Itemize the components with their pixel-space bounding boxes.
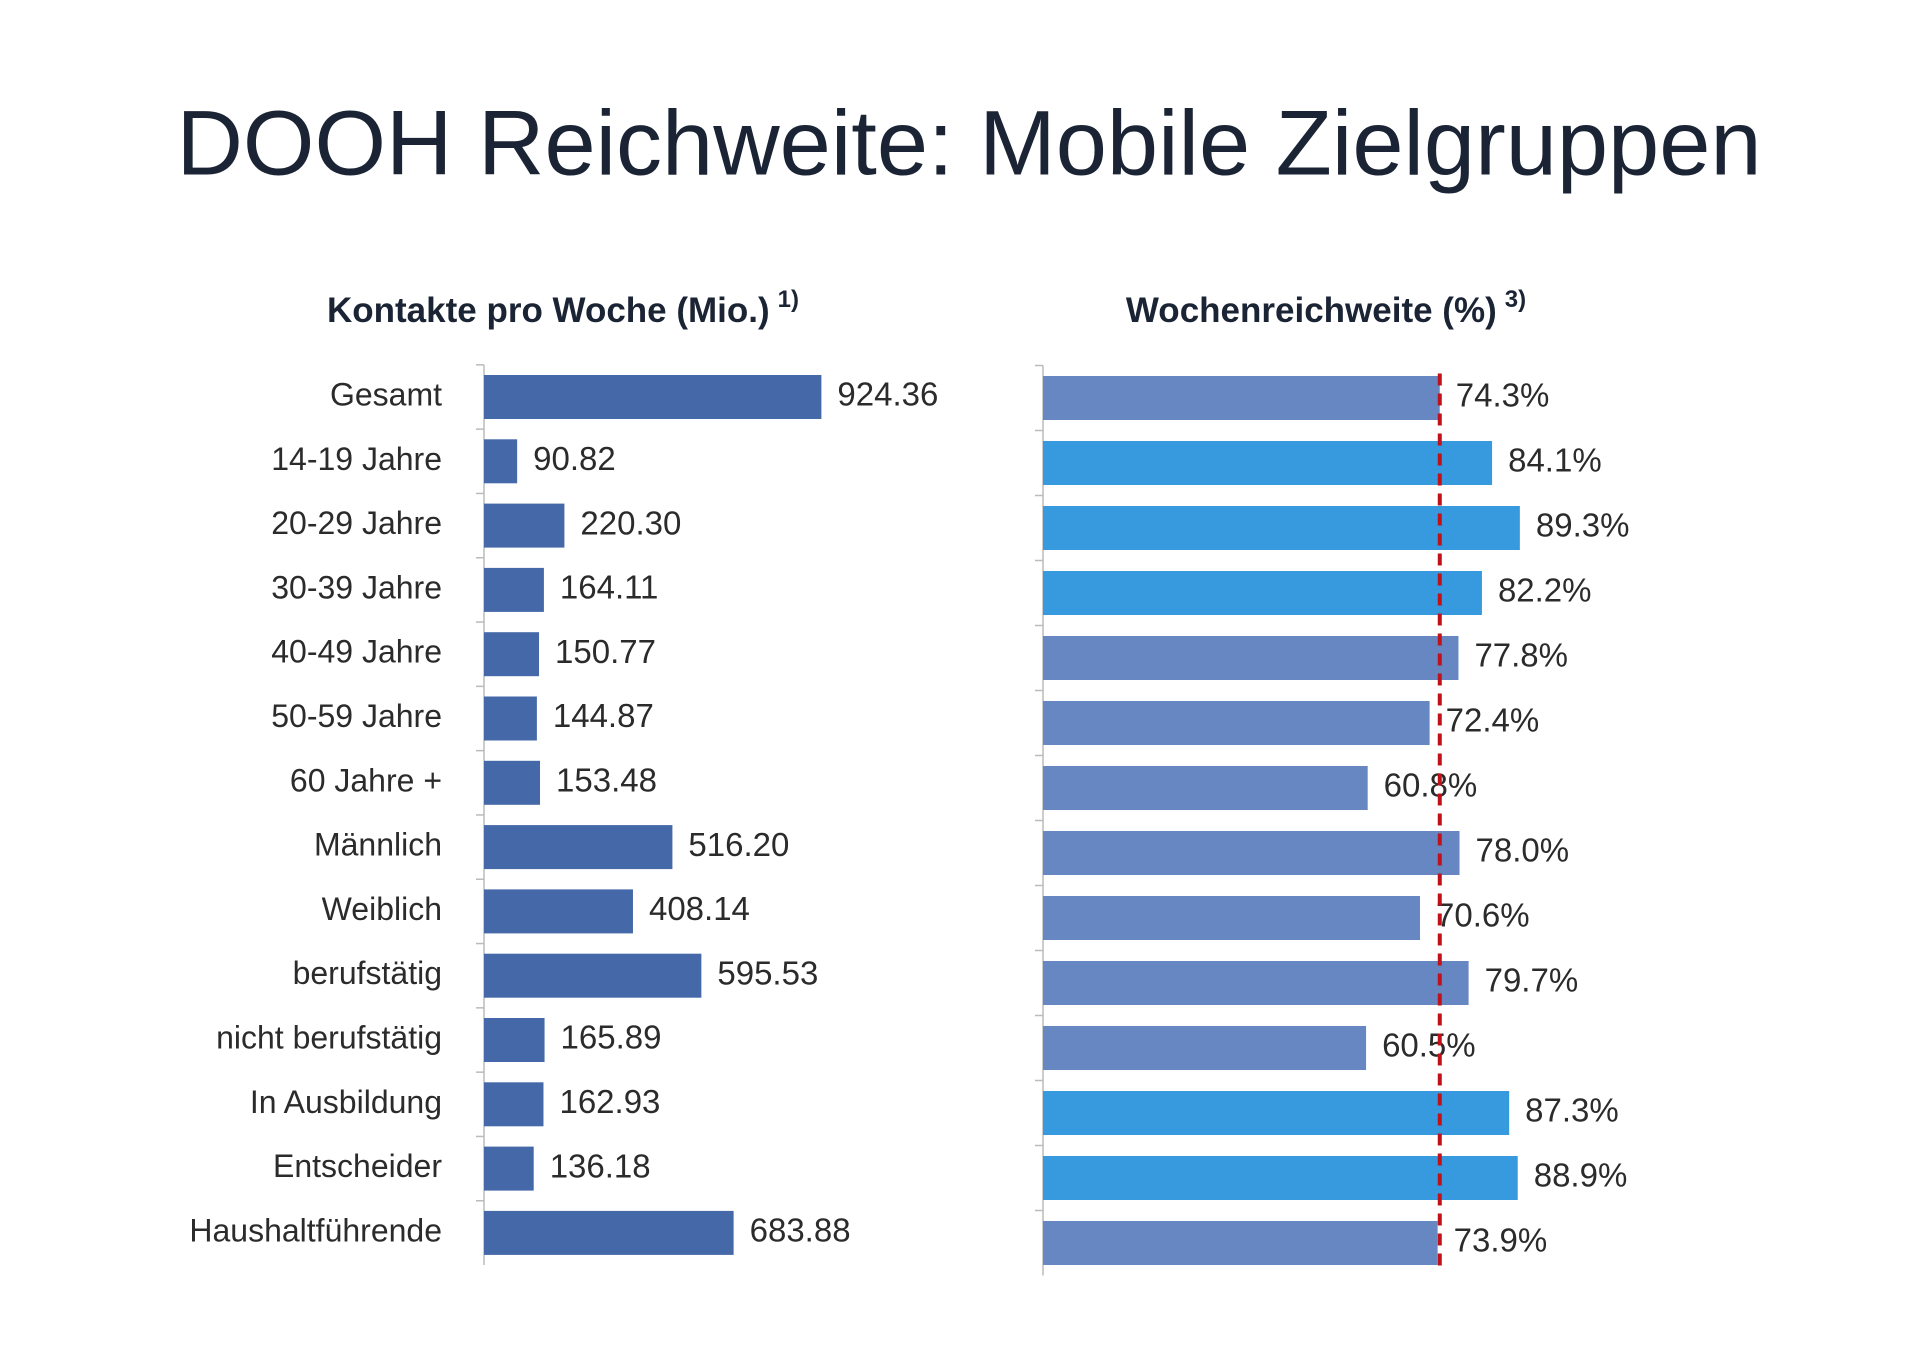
bar <box>1043 1221 1438 1265</box>
value-label: 162.93 <box>559 1083 660 1120</box>
value-label: 595.53 <box>717 954 818 991</box>
category-label: Weiblich <box>322 891 442 927</box>
value-label: 136.18 <box>550 1147 651 1184</box>
bar <box>1043 441 1493 485</box>
chart-title-note: 1) <box>778 286 799 313</box>
category-label: Haushaltführende <box>189 1212 442 1248</box>
value-label: 683.88 <box>750 1212 851 1249</box>
category-label: Gesamt <box>330 376 442 412</box>
value-label: 60.8% <box>1384 767 1478 804</box>
value-label: 153.48 <box>556 762 657 799</box>
value-label: 220.30 <box>580 504 681 541</box>
value-label: 88.9% <box>1534 1157 1628 1194</box>
bar <box>1043 1026 1367 1070</box>
value-label: 79.7% <box>1485 962 1579 999</box>
value-label: 78.0% <box>1476 832 1570 869</box>
value-label: 408.14 <box>649 890 750 927</box>
value-label: 164.11 <box>560 569 658 606</box>
bar <box>1043 571 1482 615</box>
bar <box>484 567 544 612</box>
category-label: Entscheider <box>273 1148 442 1184</box>
bar <box>484 760 541 805</box>
value-label: 73.9% <box>1454 1222 1548 1259</box>
value-label: 84.1% <box>1508 442 1602 479</box>
value-label: 60.5% <box>1382 1027 1476 1064</box>
page-title: DOOH Reichweite: Mobile Zielgruppen <box>176 92 1761 194</box>
value-label: 165.89 <box>561 1019 662 1056</box>
bar <box>484 375 822 419</box>
bar <box>484 439 518 484</box>
bar <box>1043 1156 1518 1200</box>
category-label: 20-29 Jahre <box>271 505 442 541</box>
value-label: 77.8% <box>1474 637 1568 674</box>
bar <box>484 632 540 677</box>
bar <box>1043 896 1421 940</box>
bar <box>484 1018 545 1062</box>
bar <box>1043 766 1368 810</box>
category-label: berufstätig <box>293 955 442 991</box>
value-label: 70.6% <box>1436 897 1530 934</box>
chart-title: Wochenreichweite (%) 3) <box>1126 286 1526 330</box>
value-label: 72.4% <box>1446 702 1540 739</box>
category-label: Männlich <box>314 827 442 863</box>
bar <box>484 1146 534 1191</box>
category-label: nicht berufstätig <box>216 1019 442 1055</box>
bar <box>1043 961 1469 1005</box>
bar <box>484 889 633 934</box>
bar <box>1043 701 1430 745</box>
bar <box>1043 506 1520 550</box>
value-label: 150.77 <box>555 633 656 670</box>
value-label: 74.3% <box>1456 377 1550 414</box>
bar <box>484 953 702 998</box>
value-label: 90.82 <box>533 440 616 477</box>
bar <box>1043 636 1459 680</box>
chart-title-text: Wochenreichweite (%) <box>1126 291 1497 330</box>
category-label: 14-19 Jahre <box>271 441 442 477</box>
bar <box>484 696 537 741</box>
chart-title-text: Kontakte pro Woche (Mio.) <box>327 291 770 330</box>
value-label: 144.87 <box>553 697 654 734</box>
value-label: 924.36 <box>837 376 938 413</box>
value-label: 89.3% <box>1536 507 1630 544</box>
bar <box>484 503 565 548</box>
bar <box>484 825 673 870</box>
chart-title: Kontakte pro Woche (Mio.) 1) <box>327 286 799 330</box>
value-label: 82.2% <box>1498 572 1592 609</box>
bar <box>1043 376 1440 420</box>
value-label: 516.20 <box>688 826 789 863</box>
value-label: 87.3% <box>1525 1092 1619 1129</box>
bar <box>484 1210 734 1255</box>
category-label: In Ausbildung <box>250 1084 442 1120</box>
bar <box>1043 1091 1510 1135</box>
category-label: 40-49 Jahre <box>271 634 442 670</box>
category-label: 50-59 Jahre <box>271 698 442 734</box>
bar <box>1043 831 1460 875</box>
category-label: 30-39 Jahre <box>271 569 442 605</box>
chart-title-note: 3) <box>1505 286 1526 313</box>
category-label: 60 Jahre + <box>290 762 442 798</box>
bar <box>484 1082 544 1127</box>
